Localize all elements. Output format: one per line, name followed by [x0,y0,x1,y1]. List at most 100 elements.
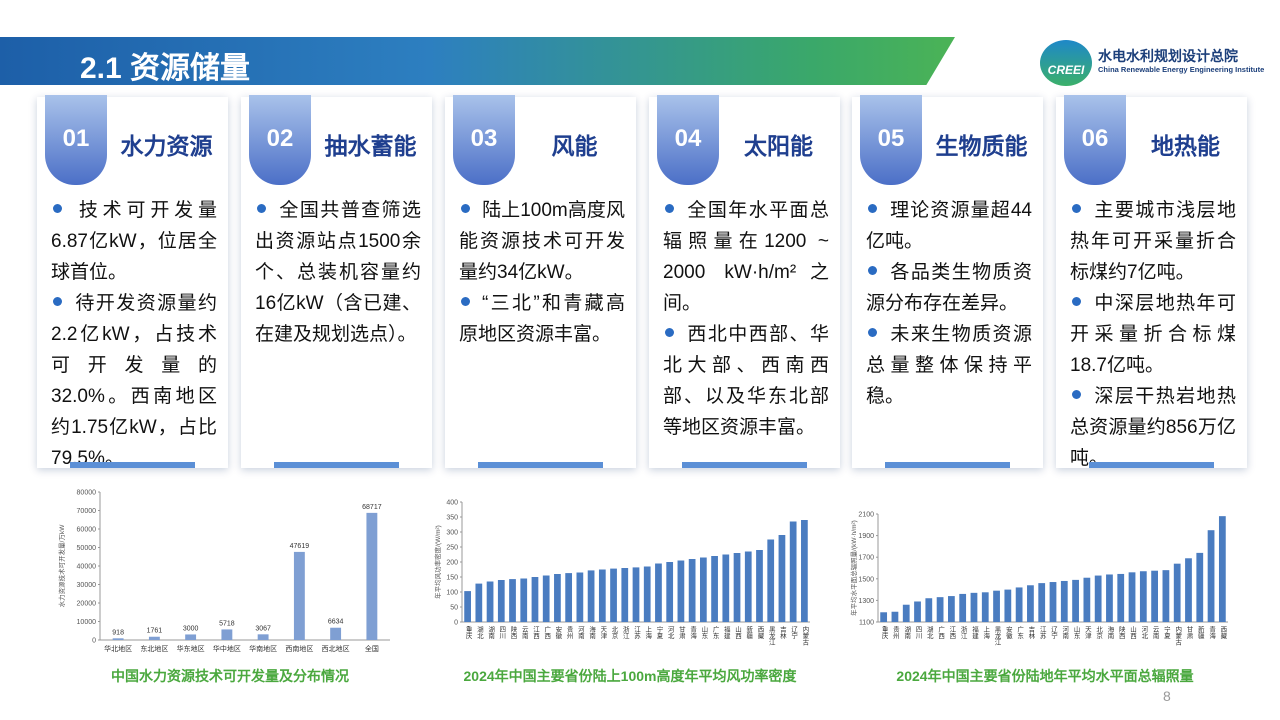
card-number: 06 [1064,95,1126,185]
y-tick-label: 350 [446,515,458,522]
y-tick-label: 1300 [858,598,874,605]
bullet: 西北中西部、华北大部、西南西部、以及华东北部等地区资源丰富。 [663,319,829,443]
bar [621,568,629,622]
card: 01 水力资源 技术可开发量6.87亿kW，位居全球首位。 待开发资源量约2.2亿kW… [37,95,228,469]
bar [1196,552,1204,622]
y-axis-label: 年平均风功率密度/(W/m²) [433,525,442,599]
x-tick-label: 内蒙古 [1174,625,1182,647]
x-tick-label: 浙江 [621,625,629,640]
y-tick-label: 1700 [858,555,874,562]
bar [475,583,483,622]
bullet-list: 陆上100m高度风能资源技术可开发量约34亿kW。 “三北”和青藏高原地区资源丰富… [459,195,625,350]
y-tick-label: 250 [446,545,458,552]
bullet: 技术可开发量6.87亿kW，位居全球首位。 [51,195,217,288]
bar [486,581,494,622]
x-tick-label: 新疆 [745,625,753,641]
bullet: 中深层地热年可开采量折合标煤18.7亿吨。 [1070,288,1236,381]
card-title: 生物质能 [935,133,1028,159]
bar [722,554,730,622]
bar [1185,558,1192,622]
bar [914,601,921,622]
value-label: 1761 [147,628,163,635]
bar [959,593,967,622]
y-tick-label: 20000 [77,601,97,608]
x-tick-label: 西藏 [756,626,764,641]
bar [366,512,378,640]
x-tick-label: 湖北 [925,625,933,641]
card-accent [478,462,603,468]
bar [1060,580,1068,622]
x-tick-label: 宁夏 [655,625,663,640]
x-tick-label: 云南 [520,626,528,640]
x-tick-label: 陕西 [509,625,517,641]
y-tick-label: 60000 [77,527,97,534]
y-tick-label: 100 [446,590,458,597]
bar [221,629,233,640]
y-axis-label: 水力资源技术可开发量/万kW [57,524,66,608]
x-tick-label: 甘肃 [677,625,685,641]
bar [330,627,342,640]
card-title: 抽水蓄能 [324,133,417,159]
x-tick-label: 新疆 [1196,625,1204,641]
value-label: 5718 [219,620,235,627]
bar [688,559,696,622]
header-bar: 2.1 资源储量 [0,37,955,85]
bar [1151,570,1158,622]
bar [1015,587,1023,622]
bar [778,535,786,622]
page-number: 8 [1163,688,1171,704]
x-tick-label: 上海 [982,625,990,641]
bar [632,567,640,622]
bar [1139,571,1147,622]
x-tick-label: 山东 [1072,625,1080,640]
bullet: 陆上100m高度风能资源技术可开发量约34亿kW。 [459,195,625,288]
bar [756,550,763,622]
y-tick-label: 50000 [77,545,97,552]
x-tick-label: 北京 [610,626,618,641]
bar [1207,530,1215,622]
card-number: 05 [860,95,922,185]
bullet: 未来生物质资源总量整体保持平稳。 [866,319,1032,412]
card: 06 地热能 主要城市浅层地热年可开采量折合标煤约7亿吨。 中深层地热年可开采量折合标… [1056,95,1247,469]
bar [789,521,797,622]
x-tick-label: 湖南 [903,625,911,640]
bar [767,539,775,622]
y-tick-label: 0 [454,620,458,627]
bar [598,569,606,622]
x-tick-label: 西藏 [1219,626,1227,641]
x-tick-label: 山西 [734,625,742,641]
bar [257,634,269,640]
bar [576,572,584,622]
x-tick-label: 青海 [689,625,697,641]
bullet: 深层干热岩地热总资源量约856万亿吨。 [1070,381,1236,474]
logo-text: CREEI [1047,63,1085,77]
x-tick-label: 广西 [543,625,551,641]
bar [655,563,662,622]
bullet-list: 技术可开发量6.87亿kW，位居全球首位。 待开发资源量约2.2亿kW，占技术可开… [51,195,217,474]
bullet: 各品类生物质资源分布存在差异。 [866,257,1032,319]
bar [733,553,741,622]
value-label: 47619 [290,543,310,550]
x-tick-label: 天津 [1083,626,1091,641]
bar [970,592,978,622]
bar [1117,573,1125,622]
bar [711,556,718,622]
bullet-list: 全国年水平面总辐照量在1200 ~ 2000 kW·h/m²之间。 西北中西部、华… [663,195,829,443]
bar [185,634,197,640]
bullet-list: 全国共普查筛选出资源站点1500余个、总装机容量约16亿kW（含已建、在建及规划… [255,195,421,350]
y-tick-label: 50 [450,605,458,612]
x-tick-label: 江西 [531,626,539,641]
card-accent [70,462,195,468]
bar [666,562,674,622]
x-tick-label: 甘肃 [1185,625,1193,641]
x-tick-label: 北京 [1095,626,1103,641]
slide-title: 2.1 资源储量 [80,52,251,85]
card-accent [885,462,1010,468]
card-title: 地热能 [1151,133,1220,159]
bar [744,551,752,622]
bar [520,578,528,622]
card: 04 太阳能 全国年水平面总辐照量在1200 ~ 2000 kW·h/m²之间。 西北… [649,95,840,468]
y-tick-label: 150 [446,575,458,582]
bar [1162,570,1170,622]
card-title: 太阳能 [744,133,813,159]
